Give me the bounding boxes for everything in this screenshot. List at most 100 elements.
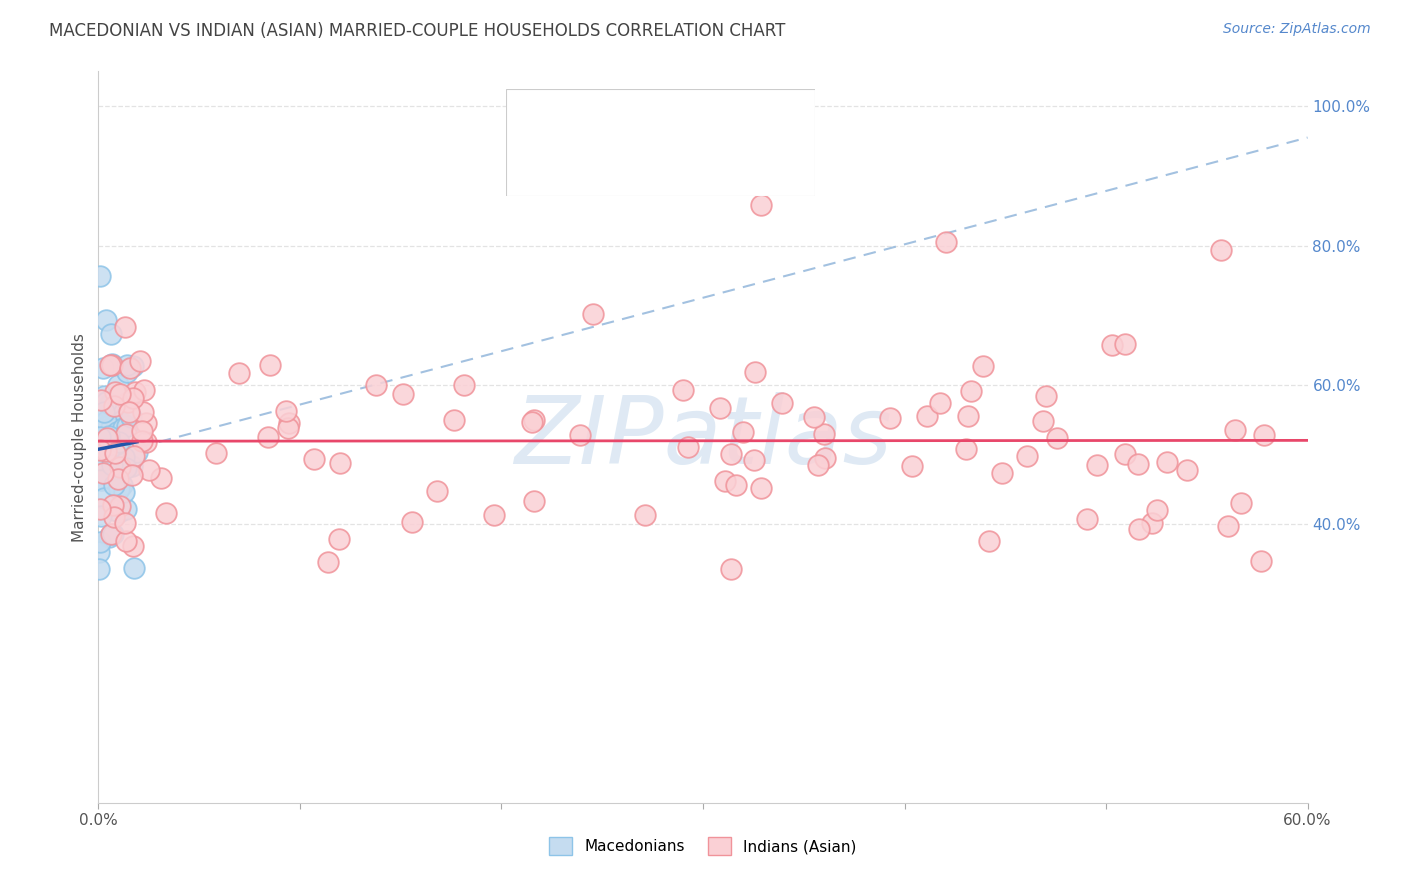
Point	[103, 510, 125, 524]
Point	[104, 446, 127, 460]
Point	[117, 395, 139, 409]
Point	[278, 416, 301, 430]
Point	[91, 466, 114, 480]
Point	[1253, 427, 1275, 442]
Point	[569, 427, 592, 442]
Point	[1140, 516, 1163, 531]
Point	[121, 468, 143, 483]
Point	[107, 377, 129, 392]
Point	[955, 442, 977, 457]
Point	[97, 429, 120, 443]
Point	[972, 359, 994, 373]
Point	[1076, 512, 1098, 526]
Point	[114, 427, 136, 442]
Point	[135, 416, 157, 430]
Point	[107, 482, 129, 496]
Point	[132, 405, 155, 419]
Point	[97, 428, 120, 442]
Point	[90, 393, 112, 408]
Point	[89, 545, 111, 559]
Point	[1156, 455, 1178, 469]
Point	[104, 429, 127, 443]
Point	[1250, 554, 1272, 568]
Point	[107, 472, 129, 486]
Point	[1128, 457, 1150, 471]
Point	[329, 456, 352, 470]
Point	[91, 473, 114, 487]
Text: Source: ZipAtlas.com: Source: ZipAtlas.com	[1223, 22, 1371, 37]
Point	[105, 425, 128, 439]
Point	[100, 421, 122, 435]
Point	[105, 437, 128, 451]
Point	[121, 391, 143, 405]
Point	[114, 502, 136, 516]
Point	[122, 359, 145, 373]
Point	[118, 361, 141, 376]
Point	[89, 473, 111, 487]
Point	[917, 409, 939, 423]
Point	[443, 413, 465, 427]
Point	[107, 435, 129, 450]
Point	[1230, 496, 1253, 510]
Point	[89, 442, 111, 457]
Point	[725, 478, 748, 492]
Point	[228, 366, 250, 380]
Point	[100, 526, 122, 541]
Text: R = 0.099   N = 113: R = 0.099 N = 113	[574, 160, 742, 178]
Point	[94, 416, 117, 430]
Point	[814, 451, 837, 466]
Point	[96, 431, 118, 445]
Point	[714, 474, 737, 488]
Point	[391, 386, 413, 401]
Point	[124, 384, 146, 399]
Legend: Macedonians, Indians (Asian): Macedonians, Indians (Asian)	[543, 831, 863, 861]
Point	[426, 483, 449, 498]
Point	[807, 458, 830, 472]
Point	[901, 458, 924, 473]
Point	[401, 515, 423, 529]
Point	[101, 458, 124, 472]
Point	[110, 416, 132, 430]
Point	[103, 478, 125, 492]
Point	[98, 442, 121, 457]
Point	[125, 445, 148, 459]
Point	[1032, 414, 1054, 428]
Point	[111, 478, 134, 492]
Point	[90, 452, 112, 467]
Point	[959, 384, 981, 398]
Point	[110, 448, 132, 462]
FancyBboxPatch shape	[519, 152, 562, 186]
Point	[96, 419, 118, 434]
Point	[131, 434, 153, 449]
Point	[582, 307, 605, 321]
Point	[108, 505, 131, 519]
Point	[96, 434, 118, 448]
Point	[1017, 450, 1039, 464]
Point	[205, 446, 228, 460]
Point	[96, 444, 118, 458]
Point	[132, 383, 155, 397]
Point	[149, 470, 172, 484]
Point	[97, 458, 120, 473]
Point	[121, 459, 143, 474]
Point	[453, 378, 475, 392]
Point	[108, 459, 131, 474]
Point	[103, 502, 125, 516]
Point	[522, 415, 544, 429]
Point	[93, 389, 115, 403]
Text: R =  0.111   N = 68: R = 0.111 N = 68	[574, 111, 737, 128]
Point	[733, 425, 755, 440]
Point	[720, 447, 742, 461]
Point	[484, 508, 506, 523]
Point	[328, 532, 350, 546]
Point	[929, 395, 952, 409]
Point	[97, 467, 120, 482]
Point	[122, 449, 145, 463]
Point	[114, 533, 136, 548]
Point	[1035, 389, 1057, 403]
Point	[672, 384, 695, 398]
Text: MACEDONIAN VS INDIAN (ASIAN) MARRIED-COUPLE HOUSEHOLDS CORRELATION CHART: MACEDONIAN VS INDIAN (ASIAN) MARRIED-COU…	[49, 22, 786, 40]
Point	[115, 365, 138, 379]
Point	[991, 466, 1014, 480]
Point	[97, 531, 120, 545]
